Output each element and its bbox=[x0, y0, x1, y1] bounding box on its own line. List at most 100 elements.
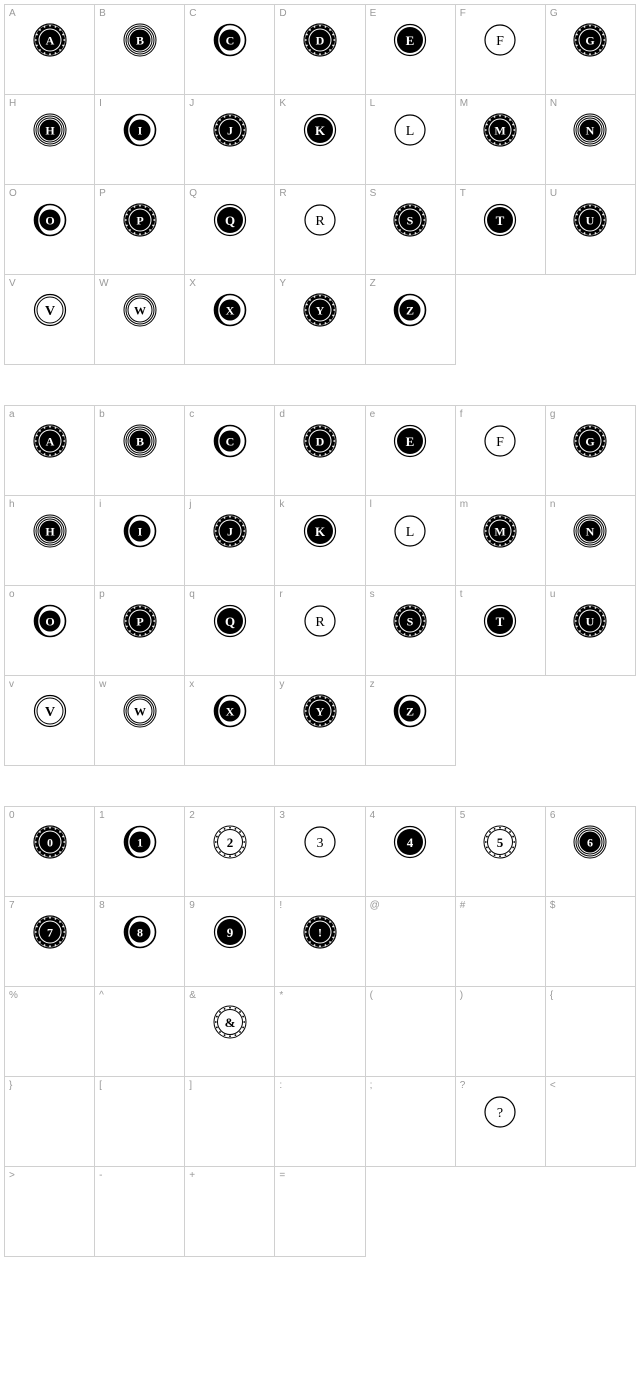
glyph-w: W bbox=[123, 694, 157, 728]
glyph-a: A bbox=[33, 424, 67, 458]
glyph-cell: U U bbox=[546, 185, 636, 275]
glyph-cell: h H bbox=[5, 496, 95, 586]
glyph-cell: X X bbox=[185, 275, 275, 365]
cell-label: T bbox=[460, 188, 466, 199]
glyph-y: Y bbox=[303, 694, 337, 728]
glyph-2: 2 bbox=[213, 825, 247, 859]
cell-label: 9 bbox=[189, 900, 195, 911]
cell-label: ; bbox=[370, 1080, 373, 1091]
cell-label: ( bbox=[370, 990, 373, 1001]
glyph-cell: Y Y bbox=[275, 275, 365, 365]
cell-label: Z bbox=[370, 278, 376, 289]
svg-text:V: V bbox=[45, 304, 55, 319]
cell-label: < bbox=[550, 1080, 556, 1091]
glyph-9: 9 bbox=[213, 915, 247, 949]
svg-text:I: I bbox=[137, 525, 142, 539]
cell-label: 3 bbox=[279, 810, 285, 821]
glyph-cell: : bbox=[275, 1077, 365, 1167]
glyph-b: B bbox=[123, 424, 157, 458]
svg-text:O: O bbox=[45, 214, 54, 228]
svg-text:V: V bbox=[45, 705, 55, 720]
glyph-5: 5 bbox=[483, 825, 517, 859]
glyph-cell: R R bbox=[275, 185, 365, 275]
glyph-cell: e E bbox=[366, 406, 456, 496]
glyph-cell: ] bbox=[185, 1077, 275, 1167]
glyph-E: E bbox=[393, 23, 427, 57]
svg-text:N: N bbox=[586, 525, 595, 539]
section-lowercase: a A b B c C d D e E f F g G h bbox=[4, 405, 636, 766]
glyph-cell: 3 3 bbox=[275, 807, 365, 897]
glyph-cell: p P bbox=[95, 586, 185, 676]
svg-text:W: W bbox=[134, 304, 146, 318]
cell-label: R bbox=[279, 188, 286, 199]
glyph-cell: M M bbox=[456, 95, 546, 185]
cell-label: M bbox=[460, 98, 468, 109]
svg-text:D: D bbox=[316, 435, 325, 449]
cell-label: L bbox=[370, 98, 376, 109]
cell-label: w bbox=[99, 679, 106, 690]
glyph-cell: T T bbox=[456, 185, 546, 275]
svg-text:Q: Q bbox=[225, 213, 235, 228]
cell-label: { bbox=[550, 990, 553, 1001]
glyph-4: 4 bbox=[393, 825, 427, 859]
svg-text:B: B bbox=[136, 34, 144, 48]
glyph-cell: - bbox=[95, 1167, 185, 1257]
glyph-t: T bbox=[483, 604, 517, 638]
svg-text:7: 7 bbox=[47, 926, 53, 940]
glyph-0: 0 bbox=[33, 825, 67, 859]
glyph-G: G bbox=[573, 23, 607, 57]
svg-text:G: G bbox=[586, 435, 595, 449]
glyph-cell: f F bbox=[456, 406, 546, 496]
cell-label: F bbox=[460, 8, 466, 19]
glyph-cell: I I bbox=[95, 95, 185, 185]
glyph-B: B bbox=[123, 23, 157, 57]
glyph-cell: 9 9 bbox=[185, 897, 275, 987]
cell-label: K bbox=[279, 98, 286, 109]
cell-label: e bbox=[370, 409, 376, 420]
svg-text:?: ? bbox=[497, 1106, 503, 1121]
svg-text:P: P bbox=[136, 214, 143, 228]
svg-text:S: S bbox=[407, 214, 414, 228]
glyph-cell: # bbox=[456, 897, 546, 987]
cell-label: W bbox=[99, 278, 108, 289]
glyph-cell: } bbox=[5, 1077, 95, 1167]
glyph-cell: t T bbox=[456, 586, 546, 676]
svg-text:I: I bbox=[137, 124, 142, 138]
svg-text:Y: Y bbox=[316, 304, 325, 318]
cell-label: y bbox=[279, 679, 284, 690]
glyph-cell: s S bbox=[366, 586, 456, 676]
glyph-cell: ) bbox=[456, 987, 546, 1077]
glyph-f: F bbox=[483, 424, 517, 458]
cell-label: P bbox=[99, 188, 106, 199]
glyph-cell: D D bbox=[275, 5, 365, 95]
glyph-H: H bbox=[33, 113, 67, 147]
font-character-map: A A B B C C D D E E F F G G H bbox=[4, 4, 636, 1257]
svg-text:Y: Y bbox=[316, 705, 325, 719]
glyph-cell: 4 4 bbox=[366, 807, 456, 897]
svg-text:0: 0 bbox=[47, 836, 53, 850]
cell-label: h bbox=[9, 499, 15, 510]
glyph-cell: 1 1 bbox=[95, 807, 185, 897]
glyph-cell: g G bbox=[546, 406, 636, 496]
cell-label: j bbox=[189, 499, 191, 510]
glyph-cell: C C bbox=[185, 5, 275, 95]
glyph-cell: q Q bbox=[185, 586, 275, 676]
section-digits_symbols: 0 0 1 1 2 2 3 3 4 4 5 5 6 6 7 bbox=[4, 806, 636, 1257]
cell-label: m bbox=[460, 499, 468, 510]
cell-label: ^ bbox=[99, 990, 104, 1001]
svg-text:M: M bbox=[495, 525, 506, 539]
cell-label: g bbox=[550, 409, 556, 420]
glyph-cell: = bbox=[275, 1167, 365, 1257]
glyph-cell: [ bbox=[95, 1077, 185, 1167]
glyph-l: L bbox=[393, 514, 427, 548]
glyph-h: H bbox=[33, 514, 67, 548]
cell-label: ? bbox=[460, 1080, 466, 1091]
svg-text:K: K bbox=[315, 524, 326, 539]
glyph-cell: S S bbox=[366, 185, 456, 275]
glyph-R: R bbox=[303, 203, 337, 237]
glyph-cell: F F bbox=[456, 5, 546, 95]
svg-text:O: O bbox=[45, 615, 54, 629]
cell-label: q bbox=[189, 589, 195, 600]
cell-label: 7 bbox=[9, 900, 15, 911]
cell-label: - bbox=[99, 1170, 102, 1181]
